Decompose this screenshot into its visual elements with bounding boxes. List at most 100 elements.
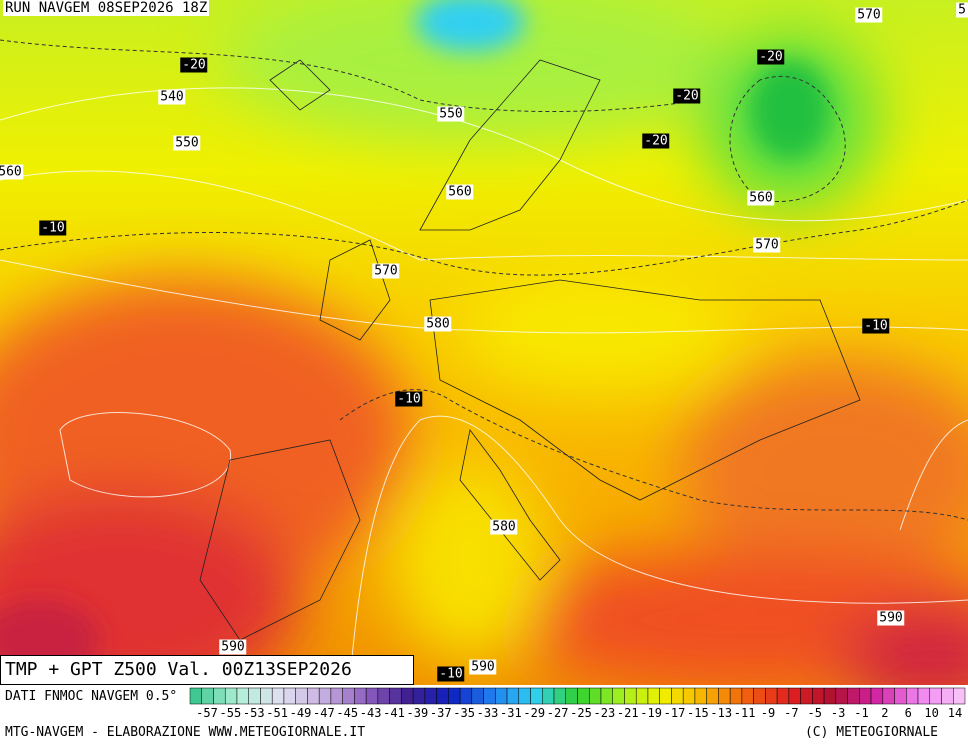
colorbar-tick-label: -17 [663, 706, 686, 720]
colorbar-swatch [530, 687, 543, 705]
colorbar-swatch [941, 687, 954, 705]
colorbar-swatch [495, 687, 508, 705]
temp-contour-label: -20 [673, 88, 701, 104]
map-title: TMP + GPT Z500 Val. 00Z13SEP2026 [0, 655, 414, 685]
colorbar-swatch [436, 687, 449, 705]
colorbar-swatch [776, 687, 790, 705]
height-contour-label: 570 [372, 263, 400, 279]
height-contour-label: 570 [753, 237, 781, 253]
colorbar-tick-label: -49 [289, 706, 312, 720]
colorbar-tick-label: -13 [710, 706, 733, 720]
colorbar-swatch [471, 687, 484, 705]
colorbar-swatch [342, 687, 355, 705]
colorbar-tick-label: -53 [242, 706, 265, 720]
colorbar-swatch [800, 687, 813, 705]
colorbar-swatch [647, 687, 660, 705]
temp-contour-label: -10 [862, 318, 890, 334]
colorbar-tick-label: 14 [947, 706, 963, 720]
colorbar-swatch [412, 687, 426, 705]
height-contour-label: 590 [219, 639, 247, 655]
colorbar-swatch [635, 687, 649, 705]
colorbar-swatch [906, 687, 919, 705]
colorbar-tick-label: -5 [807, 706, 822, 720]
colorbar-swatch [741, 687, 754, 705]
colorbar-swatch [729, 687, 743, 705]
colorbar-swatch [565, 687, 578, 705]
colorbar-tick-label: -25 [570, 706, 592, 720]
colorbar-tick-label: -41 [383, 706, 405, 720]
colorbar-swatch [882, 687, 895, 705]
colorbar-tick-label: -33 [476, 706, 499, 720]
colorbar-tick-label: -9 [760, 706, 776, 720]
height-contour-label: 550 [173, 135, 201, 151]
colorbar-tick-label: -23 [593, 706, 616, 720]
colorbar-swatch [330, 687, 343, 705]
colorbar-swatch [506, 687, 520, 705]
height-contour-label: 570 [855, 7, 883, 23]
colorbar-swatch [189, 687, 202, 705]
colorbar-swatch [271, 687, 285, 705]
colorbar-swatch [236, 687, 249, 705]
colorbar-tick-label: -29 [523, 706, 546, 720]
run-label: RUN NAVGEM 08SEP2026 18Z [3, 0, 210, 16]
colorbar-swatch [260, 687, 273, 705]
temp-contour-label: -20 [757, 49, 785, 65]
colorbar-swatch [354, 687, 367, 705]
colorbar-swatch [953, 687, 966, 705]
colorbar-swatch [377, 687, 390, 705]
colorbar-swatch [870, 687, 884, 705]
colorbar-swatch [835, 687, 848, 705]
credits-left: MTG-NAVGEM - ELABORAZIONE WWW.METEOGIORN… [5, 725, 366, 740]
colorbar-swatch [823, 687, 837, 705]
colorbar-swatch [917, 687, 931, 705]
colorbar-swatch [682, 687, 696, 705]
colorbar-tick-label: -43 [359, 706, 382, 720]
colorbar-tick-label: -19 [640, 706, 662, 720]
colorbar-tick-label: -11 [733, 706, 756, 720]
colorbar-tick-label: -55 [219, 706, 242, 720]
height-contour-label: 590 [877, 610, 905, 626]
colorbar-swatch [753, 687, 766, 705]
colorbar-swatch [318, 687, 332, 705]
colorbar-tick-label: -27 [546, 706, 569, 720]
temp-contour-label: -20 [180, 57, 208, 73]
temp-contour-label: -10 [395, 391, 423, 407]
colorbar-tick-label: -31 [500, 706, 522, 720]
colorbar-swatch [577, 687, 590, 705]
colorbar-swatch [365, 687, 379, 705]
colorbar-swatch [671, 687, 684, 705]
colorbar-swatch [295, 687, 308, 705]
colorbar-swatch [600, 687, 613, 705]
colorbar-swatch [201, 687, 214, 705]
height-contour-label: 560 [446, 184, 474, 200]
colorbar-swatch [424, 687, 437, 705]
legend-source: DATI FNMOC NAVGEM 0.5° [5, 689, 178, 704]
colorbar-swatch [588, 687, 602, 705]
colorbar-tick-label: -39 [406, 706, 429, 720]
colorbar-tick-label: -3 [830, 706, 846, 720]
colorbar-swatch [624, 687, 637, 705]
colorbar-swatch [307, 687, 320, 705]
height-contour-label: 580 [424, 316, 452, 332]
height-contour-label: 550 [437, 106, 465, 122]
colorbar-swatch [929, 687, 942, 705]
colorbar-swatch [248, 687, 261, 705]
map [0, 0, 968, 685]
temp-contour-label: -20 [642, 133, 670, 149]
colorbar-swatch [283, 687, 296, 705]
colorbar-tick-label: -1 [854, 706, 869, 720]
colorbar-tick-label: -15 [687, 706, 709, 720]
temp-contour-label: -10 [39, 220, 67, 236]
temp-contour-label: -10 [437, 666, 465, 682]
colorbar-swatch [812, 687, 825, 705]
colorbar-tick-label: -37 [429, 706, 452, 720]
colorbar-swatch [448, 687, 461, 705]
colorbar-swatch [859, 687, 872, 705]
colorbar-swatch [542, 687, 555, 705]
height-contour-label: 590 [469, 659, 497, 675]
colorbar-swatch [718, 687, 731, 705]
colorbar-swatch [389, 687, 402, 705]
colorbar-swatch [847, 687, 860, 705]
height-contour-label: 580 [490, 519, 518, 535]
